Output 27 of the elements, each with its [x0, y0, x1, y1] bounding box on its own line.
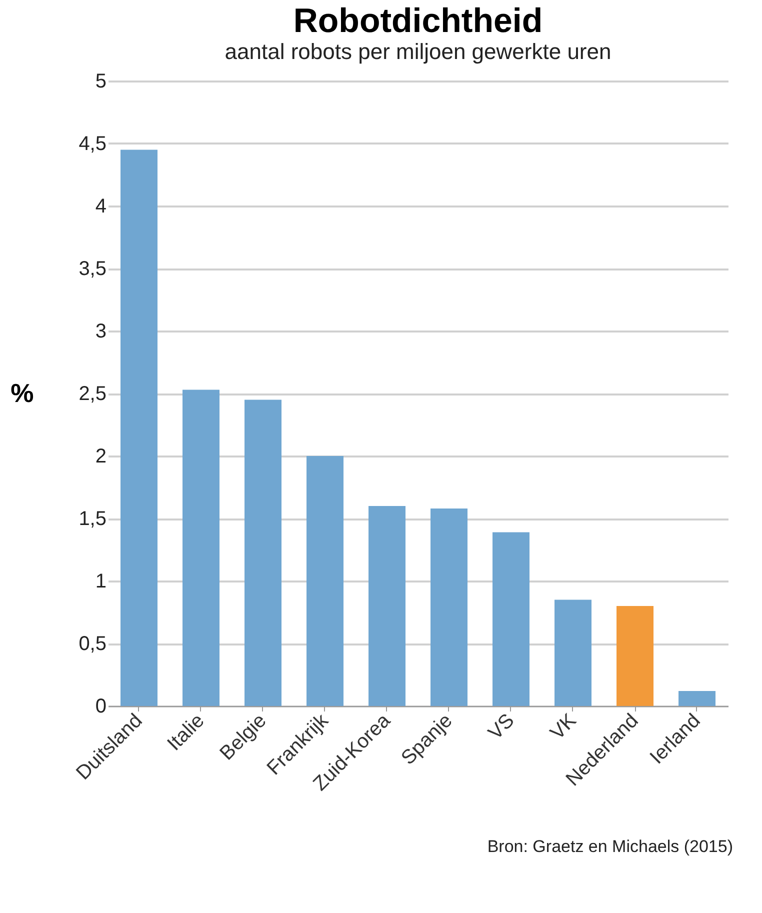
chart-subtitle: aantal robots per miljoen gewerkte uren: [224, 39, 612, 64]
y-tick-label: 0,5: [78, 633, 106, 655]
y-tick-label: 2: [95, 446, 106, 468]
x-tick-label: VS: [484, 710, 519, 744]
bar: [492, 532, 530, 706]
bar: [430, 508, 468, 706]
bar: [120, 150, 158, 706]
y-axis-title: %: [10, 378, 34, 408]
bar: [678, 691, 716, 706]
y-tick-label: 4: [95, 196, 106, 218]
y-tick-label: 5: [95, 70, 106, 92]
bar: [306, 456, 344, 706]
y-tick-label: 0: [95, 696, 106, 718]
y-tick-label: 3,5: [78, 258, 106, 280]
y-tick-label: 2,5: [78, 383, 106, 405]
y-tick-label: 4,5: [78, 133, 106, 155]
y-tick-label: 3: [95, 320, 106, 342]
y-tick-label: 1,5: [78, 508, 106, 530]
bar: [554, 600, 592, 706]
bar: [182, 390, 220, 706]
y-tick-label: 1: [95, 570, 106, 592]
bar: [368, 506, 406, 706]
x-tick-label: Italie: [163, 710, 209, 756]
bar: [616, 606, 654, 706]
chart-title: Robotdichtheid: [293, 2, 543, 40]
bar: [244, 400, 282, 706]
text: Bron: Graetz en Michaels (2015): [487, 837, 733, 856]
